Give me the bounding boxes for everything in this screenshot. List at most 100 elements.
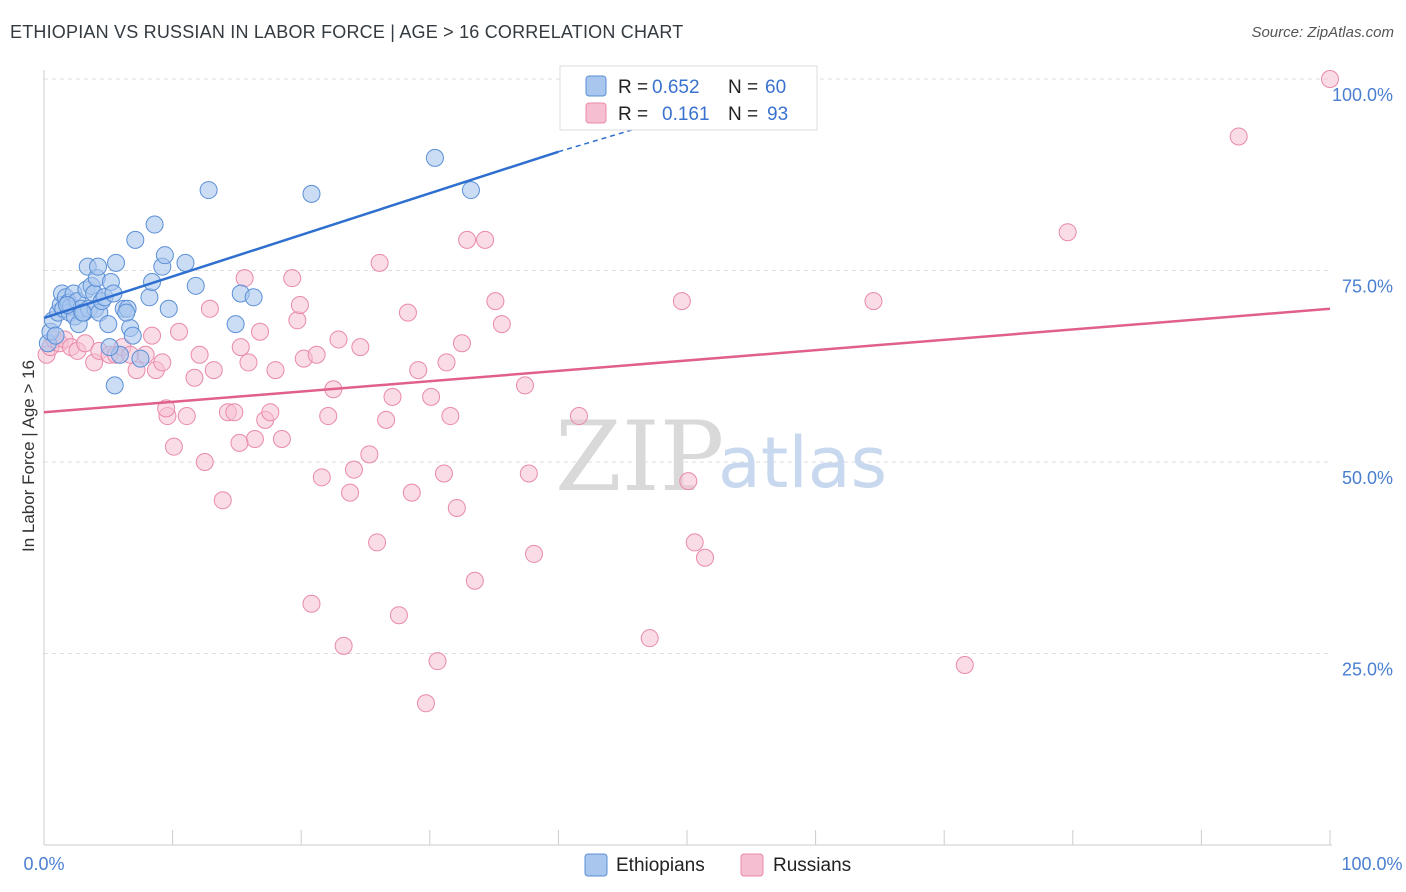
ethiopian-trend-line [43,150,559,320]
russian-point-27 [204,361,223,380]
ethiopian-point-51 [244,288,263,307]
ethiopian-point-40 [140,288,159,307]
russian-point-73 [515,376,534,395]
russian-point-24 [190,345,209,364]
russian-point-26 [200,299,219,318]
russian-point-90 [383,387,402,406]
ethiopian-point-53 [425,148,444,167]
y-tick-label-25: 25.0% [1342,660,1393,680]
russian-point-57 [389,606,408,625]
ethiopian-point-25 [89,257,108,276]
legend-ethiopians-r-value: 0.652 [652,77,700,98]
russian-point-50 [341,483,360,502]
russian-point-75 [524,544,543,563]
legend-swatch-ethiopians [585,75,607,97]
ethiopian-point-38 [126,230,145,249]
russian-point-66 [447,498,466,517]
russian-point-18 [153,353,172,372]
y-tick-label-100: 100.0% [1332,85,1393,105]
ethiopian-point-45 [159,299,178,318]
russian-point-87 [1321,70,1339,88]
russian-point-55 [370,253,389,272]
russian-point-56 [377,410,396,429]
ethiopian-trend-line-extension [558,124,649,153]
russian-point-33 [239,353,258,372]
russian-point-92 [437,353,456,372]
x-axis-ticks [43,830,1331,845]
russian-point-31 [231,338,250,357]
trend-lines [43,124,1331,414]
russian-point-64 [434,464,453,483]
russian-points [37,70,1339,713]
russian-point-39 [272,430,291,449]
russian-point-40 [283,269,302,288]
russian-point-35 [251,322,270,341]
y-tick-label-75: 75.0% [1342,277,1393,297]
russian-point-52 [351,338,370,357]
russian-point-37 [261,403,280,422]
legend-ethiopians-n-label: N = [728,77,758,98]
russian-point-49 [334,636,353,655]
legend-ethiopians-n-value: 60 [765,77,786,98]
ethiopian-point-42 [145,215,164,234]
russian-point-81 [696,548,715,567]
russian-point-77 [640,629,659,648]
x-tick-label-0: 0.0% [23,854,64,874]
ethiopian-point-39 [131,349,150,368]
russian-point-86 [1229,127,1248,146]
ethiopian-point-54 [461,181,480,200]
russian-point-43 [302,594,321,613]
russian-point-62 [422,387,441,406]
russian-point-60 [409,361,428,380]
russian-point-70 [476,230,495,249]
russian-point-68 [458,230,477,249]
ethiopian-point-29 [99,315,118,334]
russian-point-69 [465,571,484,590]
ethiopian-point-46 [176,253,195,272]
bottom-legend-russians: Russians [773,855,851,876]
ethiopian-point-59 [100,338,119,357]
russian-point-84 [955,655,974,674]
russian-point-65 [441,407,460,426]
y-tick-label-50: 50.0% [1342,468,1393,488]
y-axis-tick-labels: 25.0% 50.0% 75.0% 100.0% [1332,85,1393,680]
russian-point-78 [672,292,691,311]
russian-point-89 [230,433,249,452]
chart-title: ETHIOPIAN VS RUSSIAN IN LABOR FORCE | AG… [10,22,684,42]
ethiopian-point-48 [199,181,218,200]
russian-point-16 [143,326,162,345]
russian-point-76 [569,407,588,426]
russian-point-88 [157,399,176,418]
russian-point-21 [170,322,189,341]
y-axis-title: In Labor Force | Age > 16 [19,360,38,552]
legend-swatch-russians [585,102,607,124]
russian-point-58 [398,303,417,322]
ethiopian-point-56 [105,376,124,395]
gridlines [44,78,1330,654]
legend-box: R = 0.652 N = 60 R = 0.161 N = 93 [559,65,818,131]
russian-point-32 [235,269,254,288]
ethiopian-point-55 [73,303,92,322]
russian-point-61 [416,694,435,713]
russian-point-23 [185,368,204,387]
russian-point-48 [329,330,348,349]
legend-russians-n-label: N = [728,104,758,125]
russian-point-85 [1058,223,1077,242]
russian-point-74 [519,464,538,483]
russian-point-41 [288,311,307,330]
russian-point-51 [344,460,363,479]
ethiopian-point-52 [302,184,321,203]
russian-point-7 [76,334,95,353]
legend-ethiopians-r-label: R = [618,77,648,98]
russian-point-22 [177,407,196,426]
russian-point-63 [428,652,447,671]
ethiopian-point-47 [186,276,205,295]
legend-russians-n-value: 93 [767,104,788,125]
russian-point-30 [225,403,244,422]
russian-point-79 [679,472,698,491]
russian-point-34 [245,430,264,449]
ethiopian-point-37 [123,326,142,345]
ethiopian-point-32 [107,253,126,272]
russian-point-46 [319,407,338,426]
